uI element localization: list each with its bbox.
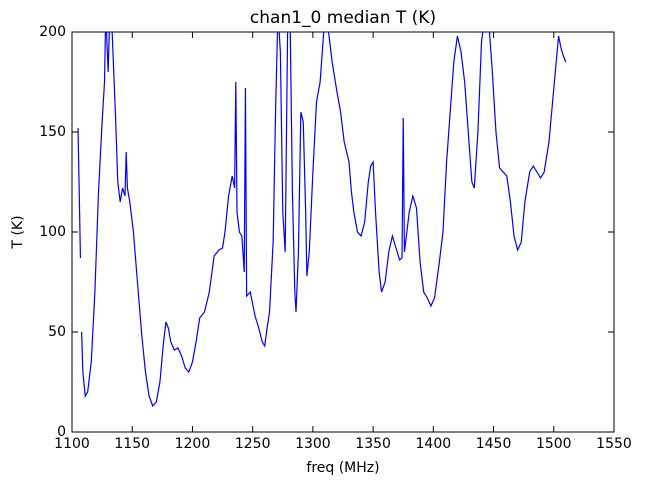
x-tick-label: 1350 (355, 436, 391, 452)
data-line (77, 32, 567, 408)
x-tick-label: 1500 (536, 436, 572, 452)
x-tick-label: 1200 (175, 436, 211, 452)
x-tick-label: 1150 (114, 436, 150, 452)
x-axis-label: freq (MHz) (306, 460, 379, 476)
x-tick-label: 1100 (54, 436, 90, 452)
y-tick-label: 0 (57, 424, 66, 440)
y-tick-label: 200 (39, 24, 66, 40)
y-tick-label: 50 (48, 324, 66, 340)
x-tick-label: 1550 (596, 436, 632, 452)
x-tick-label: 1250 (235, 436, 271, 452)
x-tick-label: 1400 (416, 436, 452, 452)
x-tick-label: 1450 (476, 436, 512, 452)
x-tick-label: 1300 (295, 436, 331, 452)
y-tick-label: 150 (39, 124, 66, 140)
y-axis-label: T (K) (10, 215, 26, 249)
plot-frame (71, 31, 615, 433)
y-tick-label: 100 (39, 224, 66, 240)
chart-title: chan1_0 median T (K) (250, 8, 436, 28)
